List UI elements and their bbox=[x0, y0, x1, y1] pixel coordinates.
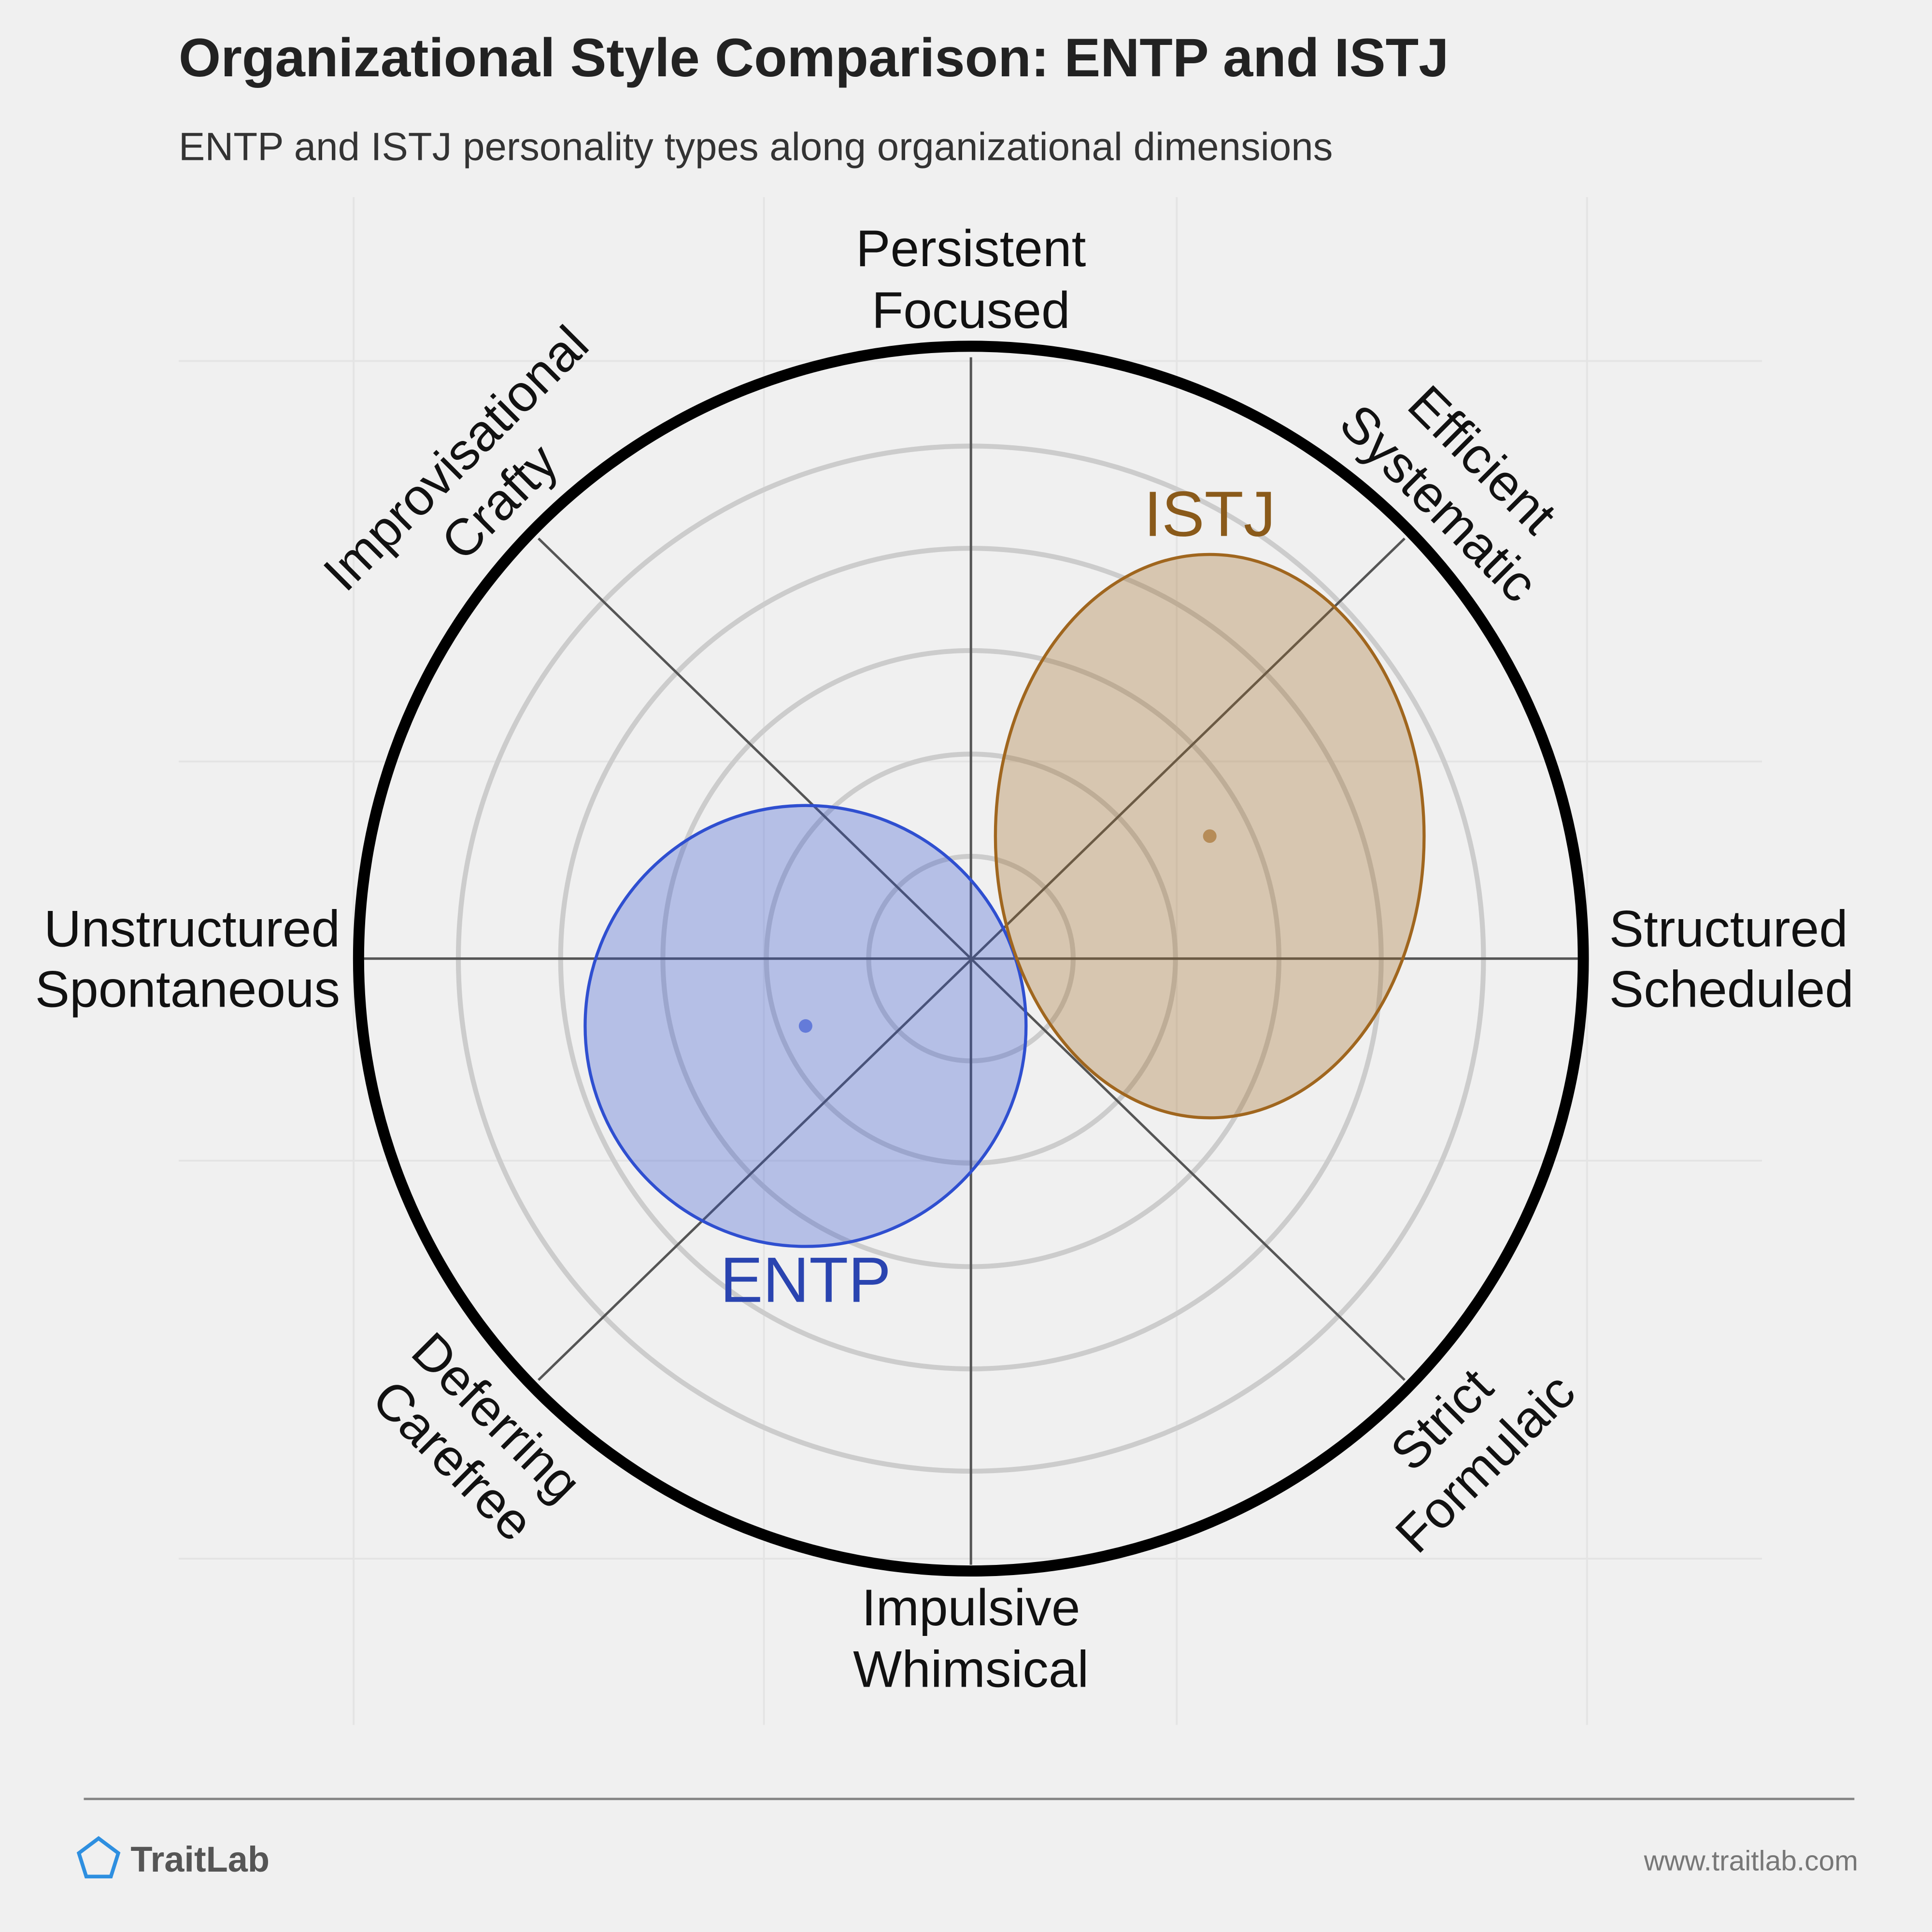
marks: ENTP ISTJ bbox=[583, 479, 1426, 1316]
series-label: ENTP bbox=[720, 1244, 891, 1316]
axis-label: Unstructured bbox=[44, 899, 340, 957]
outer-ring bbox=[353, 341, 1589, 1577]
center-dot bbox=[798, 1019, 812, 1033]
center-dot bbox=[1203, 829, 1217, 843]
axis-label: Spontaneous bbox=[35, 960, 340, 1018]
brand: TraitLab bbox=[130, 1839, 270, 1879]
axis-label: Focused bbox=[872, 281, 1070, 339]
url: www.traitlab.com bbox=[1644, 1845, 1858, 1876]
logo bbox=[76, 1836, 121, 1879]
axis-label: Structured bbox=[1609, 899, 1848, 957]
axis-label: Whimsical bbox=[853, 1640, 1089, 1698]
chart-subtitle: ENTP and ISTJ personality types along or… bbox=[179, 125, 1333, 169]
axis-lines bbox=[355, 357, 1585, 1565]
axis-label: Scheduled bbox=[1609, 960, 1854, 1018]
axis-label: Persistent bbox=[856, 219, 1086, 277]
chart-title: Organizational Style Comparison: ENTP an… bbox=[179, 27, 1449, 88]
axis-label: Impulsive bbox=[862, 1578, 1080, 1636]
series-label: ISTJ bbox=[1144, 479, 1276, 550]
